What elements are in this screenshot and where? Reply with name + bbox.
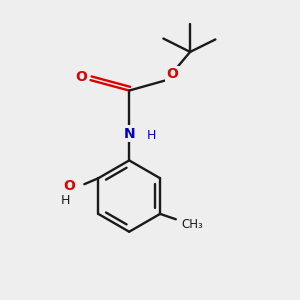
Text: O: O [167,67,178,81]
Text: O: O [76,70,88,84]
Text: H: H [147,129,156,142]
Text: H: H [61,194,70,207]
Text: O: O [64,179,75,193]
Text: N: N [123,127,135,141]
Text: CH₃: CH₃ [181,218,203,231]
